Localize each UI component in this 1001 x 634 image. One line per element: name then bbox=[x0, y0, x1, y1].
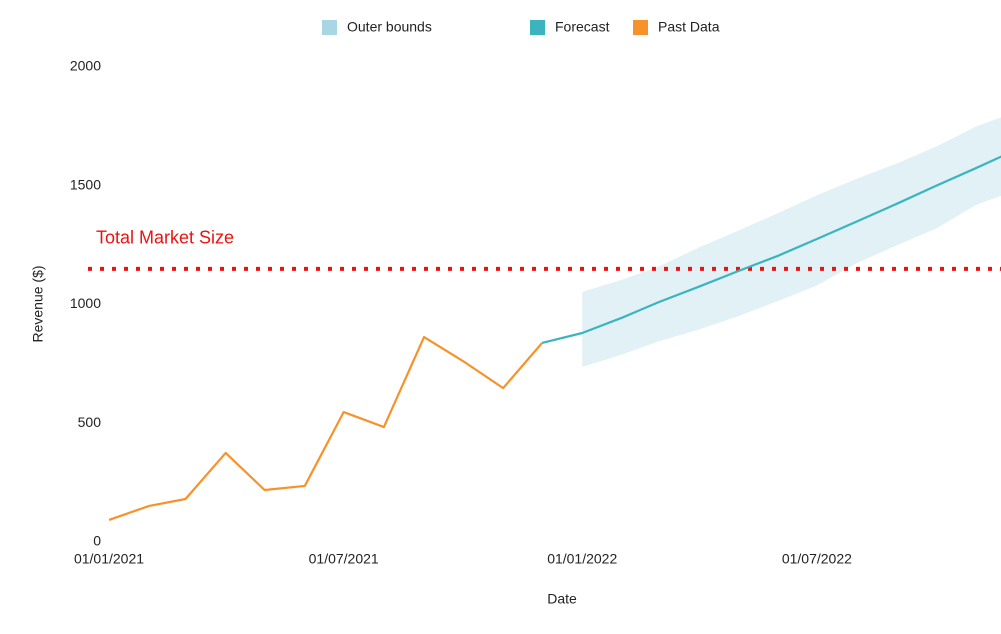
x-tick-label: 01/01/2022 bbox=[547, 551, 617, 567]
line-series bbox=[541, 155, 1001, 345]
annotation: Total Market Size bbox=[96, 228, 234, 248]
outer-bounds-band bbox=[582, 117, 1001, 367]
y-tick-label: 1000 bbox=[70, 295, 101, 311]
y-axis-label: Revenue ($) bbox=[30, 265, 46, 342]
y-tick-label: 0 bbox=[93, 533, 101, 549]
y-tick-label: 2000 bbox=[70, 58, 101, 74]
legend-label: Outer bounds bbox=[347, 19, 432, 35]
legend-swatch bbox=[322, 20, 337, 35]
y-tick-label: 500 bbox=[78, 414, 102, 430]
x-tick-label: 01/01/2021 bbox=[74, 551, 144, 567]
legend-swatch bbox=[633, 20, 648, 35]
x-tick-label: 01/07/2021 bbox=[309, 551, 379, 567]
x-axis-label: Date bbox=[547, 591, 577, 607]
y-tick-label: 1500 bbox=[70, 176, 101, 192]
x-tick-label: 01/07/2022 bbox=[782, 551, 852, 567]
legend-swatch bbox=[530, 20, 545, 35]
legend-label: Forecast bbox=[555, 19, 610, 35]
legend-label: Past Data bbox=[658, 19, 720, 35]
line-series bbox=[108, 335, 543, 521]
